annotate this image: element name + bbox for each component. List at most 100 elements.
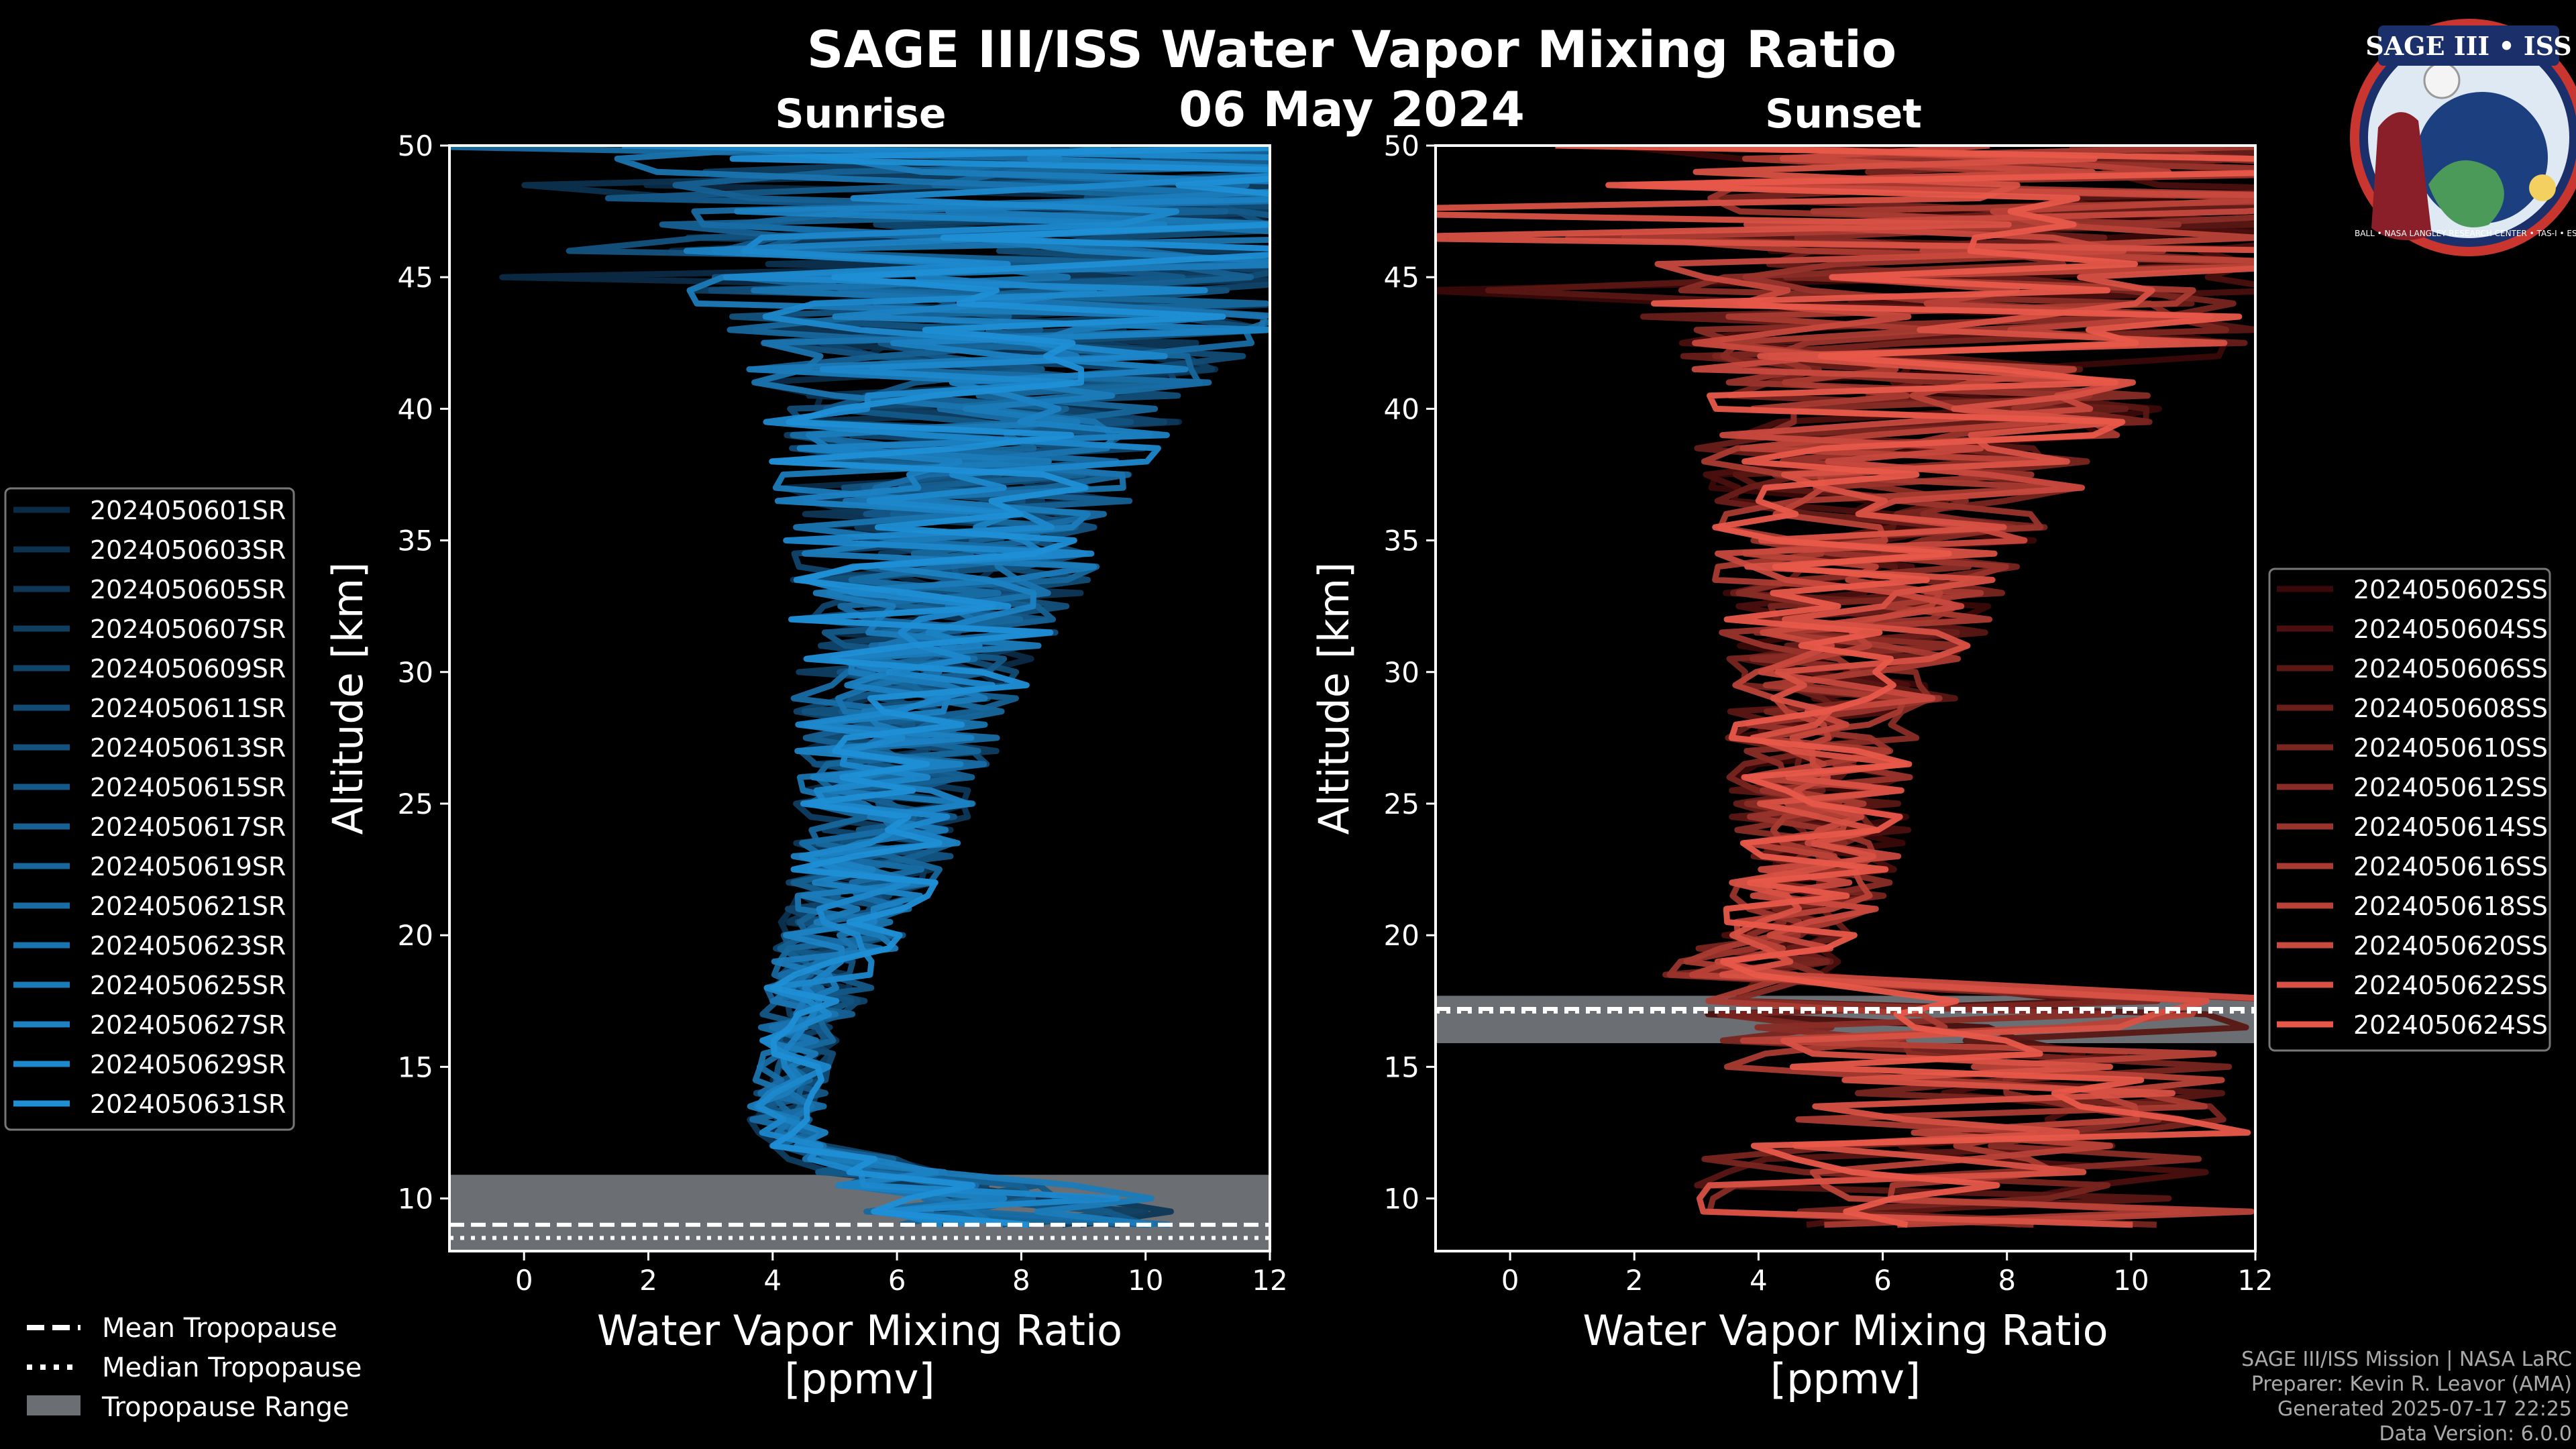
legend-label-2024050612SS: 2024050612SS: [2353, 773, 2548, 802]
legend-label-2024050625SR: 2024050625SR: [90, 971, 286, 1000]
profile-line-2024050623SR: [614, 146, 1270, 1228]
y-tick-label: 20: [1384, 919, 1419, 952]
legend-label-2024050617SR: 2024050617SR: [90, 812, 286, 842]
x-axis-unit-label: [ppmv]: [1770, 1354, 1921, 1403]
y-axis-label: Altitude [km]: [323, 562, 372, 835]
plot-area: [449, 146, 1270, 1251]
legend-label-2024050627SR: 2024050627SR: [90, 1010, 286, 1040]
plot-frame: [1434, 144, 2257, 1252]
y-tick-label: 25: [398, 788, 433, 820]
sunset-legend: 2024050602SS 2024050604SS 2024050606SS 2024…: [2268, 568, 2551, 1052]
legend-label-2024050622SS: 2024050622SS: [2353, 971, 2548, 1000]
profile-line-2024050631SR: [729, 146, 1270, 1228]
y-tick-label: 40: [1384, 392, 1419, 425]
median-tropopause-label: Median Tropopause: [102, 1352, 362, 1383]
legend-label-2024050604SS: 2024050604SS: [2353, 614, 2548, 644]
legend-label-2024050605SR: 2024050605SR: [90, 575, 286, 604]
y-tick-label: 30: [1384, 656, 1419, 689]
legend-label-2024050611SR: 2024050611SR: [90, 694, 286, 723]
x-tick-label: 12: [1252, 1264, 1287, 1297]
y-axis-label: Altitude [km]: [1309, 562, 1358, 835]
footer-version: Data Version: 6.0.0: [2379, 1422, 2572, 1446]
profile-line-2024050620SS: [1626, 146, 2255, 1002]
x-tick-label: 4: [1750, 1264, 1768, 1297]
chart-date: 06 May 2024: [1179, 81, 1525, 138]
x-tick-label: 12: [2237, 1264, 2273, 1297]
legend-label-2024050620SS: 2024050620SS: [2353, 931, 2548, 961]
legend-label-2024050603SR: 2024050603SR: [90, 535, 286, 565]
legend-label-2024050623SR: 2024050623SR: [90, 931, 286, 961]
sunset-legend-box: [2268, 568, 2551, 1052]
x-tick-label: 0: [1501, 1264, 1519, 1297]
chart-title: SAGE III/ISS Water Vapor Mixing Ratio: [807, 19, 1897, 79]
footer-preparer: Preparer: Kevin R. Leavor (AMA): [2251, 1373, 2572, 1396]
x-tick-label: 8: [1998, 1264, 2016, 1297]
x-axis-label: Water Vapor Mixing Ratio: [597, 1306, 1122, 1355]
y-tick-label: 15: [1384, 1051, 1419, 1083]
profile-line-2024050622SS: [1436, 146, 2255, 1228]
sunrise-legend-box: [4, 487, 295, 1131]
legend-label-2024050621SR: 2024050621SR: [90, 892, 286, 921]
tropopause-range-label: Tropopause Range: [101, 1392, 350, 1423]
y-tick-label: 50: [1384, 129, 1419, 162]
y-tick-label: 35: [398, 525, 433, 557]
legend-label-2024050631SR: 2024050631SR: [90, 1089, 286, 1119]
profile-line-2024050619SR: [727, 146, 1270, 1228]
y-tick-label: 25: [1384, 788, 1419, 820]
sunrise-plot: 0 2 4 6 8 10 12 10 15 20 25 30 35 40 45 50 Water Vapor M…: [323, 129, 1288, 1403]
legend-label-2024050606SS: 2024050606SS: [2353, 654, 2548, 684]
plot-frame: [448, 144, 1271, 1252]
profile-line-2024050624SS: [1555, 146, 2255, 1228]
footer-mission: SAGE III/ISS Mission | NASA LaRC: [2241, 1348, 2572, 1371]
x-tick-label: 0: [515, 1264, 533, 1297]
x-tick-label: 2: [1625, 1264, 1644, 1297]
legend-label-2024050619SR: 2024050619SR: [90, 852, 286, 881]
legend-label-2024050616SS: 2024050616SS: [2353, 852, 2548, 881]
legend-label-2024050609SR: 2024050609SR: [90, 654, 286, 684]
plot-area: [1436, 146, 2255, 1228]
y-tick-label: 35: [1384, 525, 1419, 557]
tropopause-legend: Mean Tropopause Median Tropopause Tropop…: [27, 1313, 362, 1423]
y-tick-label: 30: [398, 656, 433, 689]
legend-label-2024050601SR: 2024050601SR: [90, 496, 286, 525]
mean-tropopause-label: Mean Tropopause: [102, 1313, 337, 1344]
x-tick-label: 4: [763, 1264, 782, 1297]
profile-line-2024050618SS: [1689, 146, 2255, 1228]
y-tick-label: 50: [398, 129, 433, 162]
legend-label-2024050614SS: 2024050614SS: [2353, 812, 2548, 842]
y-tick-label: 20: [398, 919, 433, 952]
tropopause-range-swatch: [27, 1395, 80, 1415]
profile-line-2024050627SR: [683, 146, 1270, 1228]
sunset-panel-title: Sunset: [1765, 91, 1922, 138]
footer-credits: SAGE III/ISS Mission | NASA LaRC Prepare…: [2241, 1348, 2572, 1446]
y-tick-label: 15: [398, 1051, 433, 1083]
sunrise-panel-title: Sunrise: [775, 91, 946, 138]
footer-generated: Generated 2025-07-17 22:25: [2277, 1397, 2572, 1421]
x-tick-label: 6: [1874, 1264, 1892, 1297]
legend-label-2024050624SS: 2024050624SS: [2353, 1010, 2548, 1040]
y-tick-label: 40: [398, 392, 433, 425]
y-tick-label: 45: [398, 261, 433, 294]
y-tick-label: 10: [1384, 1183, 1419, 1216]
legend-label-2024050618SS: 2024050618SS: [2353, 892, 2548, 921]
legend-label-2024050629SR: 2024050629SR: [90, 1050, 286, 1079]
badge-ring-text: BALL • NASA LANGLEY RESEARCH CENTER • TA…: [2355, 229, 2576, 238]
x-tick-label: 2: [639, 1264, 657, 1297]
x-tick-label: 10: [1128, 1264, 1163, 1297]
y-tick-label: 45: [1384, 261, 1419, 294]
x-tick-label: 10: [2113, 1264, 2149, 1297]
sunset-plot: 0 2 4 6 8 10 12 10 15 20 25 30 35 40 45 50 Water Vapor M…: [1309, 129, 2273, 1403]
x-tick-label: 6: [888, 1264, 906, 1297]
mission-badge-logo: SAGE III • ISS BALL • NASA LANGLEY RESEA…: [2350, 19, 2576, 256]
x-axis-unit-label: [ppmv]: [784, 1354, 934, 1403]
legend-label-2024050602SS: 2024050602SS: [2353, 575, 2548, 604]
y-tick-label: 10: [398, 1183, 433, 1216]
legend-label-2024050610SS: 2024050610SS: [2353, 733, 2548, 763]
x-tick-label: 8: [1012, 1264, 1030, 1297]
legend-label-2024050615SR: 2024050615SR: [90, 773, 286, 802]
badge-title: SAGE III • ISS: [2365, 31, 2571, 61]
legend-label-2024050608SS: 2024050608SS: [2353, 694, 2548, 723]
legend-label-2024050607SR: 2024050607SR: [90, 614, 286, 644]
sunrise-legend: 2024050601SR 2024050603SR 2024050605SR 2024…: [4, 487, 295, 1131]
